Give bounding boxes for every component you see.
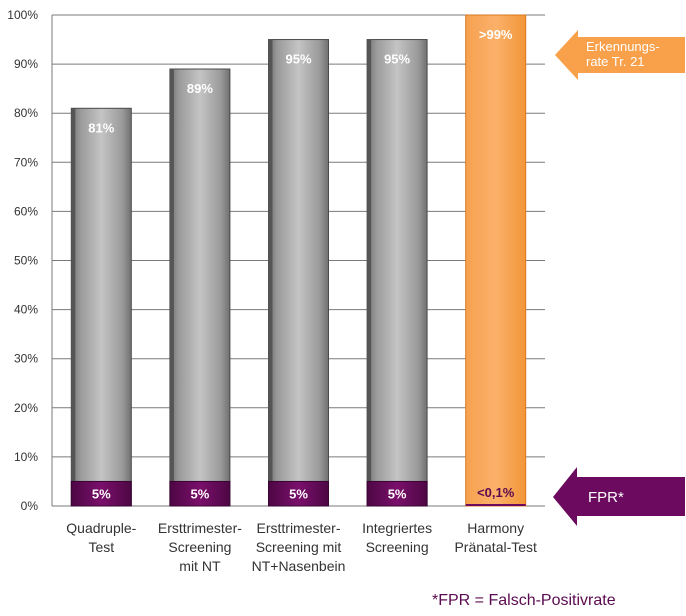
y-tick-label: 20% (14, 401, 38, 415)
fpr-segment (268, 480, 329, 507)
y-tick-label: 50% (14, 254, 38, 268)
category-label: Pränatal-Test (454, 539, 537, 555)
y-tick-label: 60% (14, 204, 38, 218)
category-labels: Quadruple- Test Ersttrimester- Screening mit… (66, 520, 537, 574)
bar-value-label: 95% (285, 52, 311, 67)
category-label: Screening (366, 539, 429, 555)
category-label: Ersttrimester- (257, 520, 341, 536)
bar-detection-rate (268, 39, 329, 507)
y-tick-label: 10% (14, 450, 38, 464)
fpr-footnote: *FPR = Falsch-Positivrate (432, 592, 616, 609)
fpr-value-label: 5% (388, 487, 407, 502)
bar-detection-rate (70, 107, 132, 507)
fpr-value-label: <0,1% (477, 485, 515, 500)
category-label: Quadruple- (66, 520, 136, 536)
bar-value-label: >99% (479, 27, 513, 42)
category-label: Harmony (467, 520, 524, 536)
fpr-value-label: 5% (191, 487, 210, 502)
bar-value-label: 95% (384, 52, 410, 67)
fpr-segment (169, 480, 231, 507)
detection-rate-arrow-icon (555, 30, 685, 80)
fpr-value-label: 5% (92, 487, 111, 502)
annotation-arrows: Erkennungs-rate Tr. 21 FPR* (553, 30, 685, 526)
fpr-segment (366, 480, 428, 507)
bar-side-shade (71, 108, 76, 506)
y-tick-label: 70% (14, 155, 38, 169)
bar-detection-rate (169, 68, 231, 507)
category-label: Screening (168, 539, 231, 555)
bar-side-shade (169, 69, 174, 506)
fpr-arrow-label: FPR* (588, 489, 624, 506)
fpr-arrow-icon (553, 467, 685, 526)
y-tick-label: 90% (14, 57, 38, 71)
bar-detection-rate (366, 39, 428, 507)
bars: 81% 5% 89% 5% 95% 5% 95% 5% >99% <0,1% (70, 14, 527, 507)
bar-value-label: 89% (187, 81, 213, 96)
bar-harmony (465, 14, 527, 507)
y-axis-ticks: 0% 10% 20% 30% 40% 50% 60% 70% 80% 90% 100% (7, 8, 38, 513)
y-tick-label: 100% (7, 8, 38, 22)
y-tick-label: 0% (21, 499, 39, 513)
bar-value-label: 81% (88, 120, 114, 135)
category-label: mit NT (179, 558, 221, 574)
bar-side-shade (367, 39, 372, 507)
bar-side-shade (268, 39, 273, 507)
detection-rate-arrow-label: Erkennungs- (586, 39, 660, 54)
category-label: Screening mit (256, 539, 342, 555)
y-tick-label: 40% (14, 303, 38, 317)
fpr-segment (70, 480, 132, 507)
y-tick-label: 80% (14, 106, 38, 120)
category-label: Ersttrimester- (158, 520, 242, 536)
category-label: Test (88, 539, 114, 555)
detection-rate-arrow-label: rate Tr. 21 (586, 54, 645, 69)
category-label: Integriertes (362, 520, 432, 536)
y-tick-label: 30% (14, 352, 38, 366)
category-label: NT+Nasenbein (252, 558, 346, 574)
fpr-value-label: 5% (289, 487, 308, 502)
